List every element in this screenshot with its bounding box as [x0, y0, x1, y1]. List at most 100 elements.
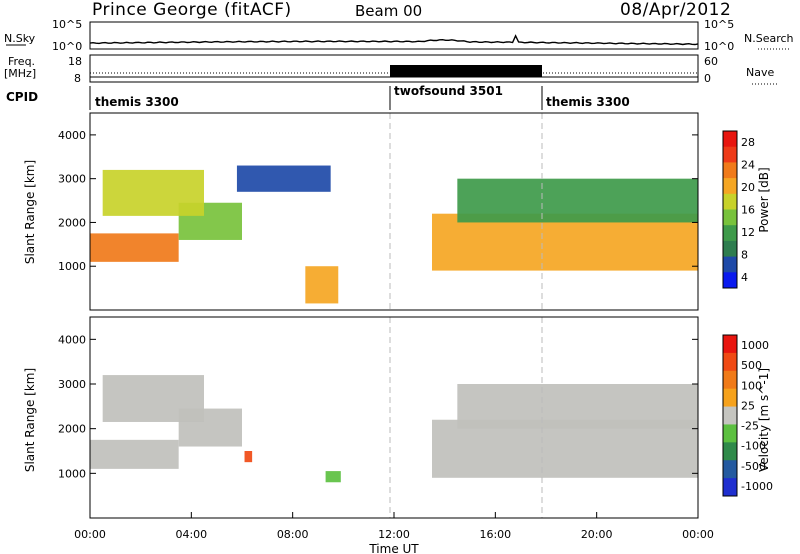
power-y-axis-label: Slant Range [km] — [23, 160, 37, 264]
heatmap-band — [457, 178, 698, 223]
colorbar-tick-label: 24 — [741, 159, 755, 172]
chart-title: Prince George (fitACF) — [92, 0, 292, 20]
noise-right-tick-top: 10^5 — [704, 18, 734, 31]
colorbar-tick-label: 16 — [741, 204, 755, 217]
colorbar-tick-label: 500 — [741, 359, 762, 372]
colorbar-swatch — [723, 256, 737, 273]
colorbar-swatch — [723, 424, 737, 443]
colorbar-tick-label: -100 — [741, 440, 766, 453]
power-y-axis: 1000 2000 3000 4000 — [58, 129, 698, 273]
y-tick-label: 4000 — [58, 333, 86, 346]
power-colorbar: 28 24 20 16 12 8 4 — [722, 130, 755, 289]
heatmap-band — [432, 419, 698, 478]
colorbar-swatch — [723, 178, 737, 195]
freq-tick-bottom: 8 — [74, 72, 81, 85]
y-tick-label: 2000 — [58, 423, 86, 436]
colorbar-tick-label: 8 — [741, 248, 748, 261]
colorbar-tick-label: 1000 — [741, 339, 769, 352]
colorbar-swatch — [723, 131, 737, 148]
velocity-y-axis: 1000 2000 3000 4000 — [58, 333, 698, 480]
colorbar-tick-label: 28 — [741, 136, 755, 149]
velocity-colorbar-label: Velocity [m s^-1] — [757, 368, 771, 472]
colorbar-frame — [722, 334, 738, 497]
twofsound-freq-block — [390, 65, 542, 77]
heatmap-band — [102, 169, 204, 216]
noise-right-tick-bottom: 10^0 — [704, 40, 734, 53]
colorbar-swatch — [723, 478, 737, 497]
colorbar-swatch — [723, 442, 737, 461]
noise-panel-frame — [89, 21, 699, 50]
colorbar-tick-label: 100 — [741, 379, 762, 392]
heatmap-band — [244, 451, 253, 463]
noise-left-label: N.Sky — [4, 32, 36, 45]
colorbar-swatch — [723, 460, 737, 479]
freq-label-line2: [MHz] — [4, 67, 36, 80]
x-tick-label: 20:00 — [581, 528, 613, 541]
power-bands — [90, 165, 698, 304]
heatmap-band — [432, 213, 698, 271]
y-tick-label: 2000 — [58, 216, 86, 229]
cpid-segment-label: themis 3300 — [546, 95, 630, 109]
beam-label: Beam 00 — [355, 2, 423, 20]
cpid-segment-label: themis 3300 — [95, 95, 179, 109]
power-colorbar-label: Power [dB] — [757, 167, 771, 232]
date-label: 08/Apr/2012 — [620, 0, 732, 20]
velocity-bands — [90, 375, 698, 483]
heatmap-band — [457, 384, 698, 429]
cpid-label: CPID — [6, 90, 38, 104]
colorbar-swatch — [723, 272, 737, 289]
x-tick-label: 00:00 — [682, 528, 714, 541]
y-tick-label: 4000 — [58, 129, 86, 142]
x-axis-label: Time UT — [368, 542, 419, 554]
freq-panel-frame — [89, 54, 699, 83]
heatmap-band — [305, 266, 339, 304]
colorbar-frame — [722, 130, 738, 289]
heatmap-band — [90, 439, 179, 469]
heatmap-band — [325, 471, 341, 483]
colorbar-swatch — [723, 225, 737, 242]
freq-tick-top: 18 — [68, 55, 82, 68]
x-tick-label: 08:00 — [277, 528, 309, 541]
nave-label: Nave — [746, 66, 774, 79]
colorbar-swatch — [723, 240, 737, 258]
x-tick-label: 16:00 — [479, 528, 511, 541]
x-tick-label: 00:00 — [74, 528, 106, 541]
colorbar-swatch — [723, 162, 737, 179]
y-tick-label: 1000 — [58, 260, 86, 273]
velocity-colorbar: 1000 500 100 25 -25 -100 -500 -1000 — [722, 334, 773, 497]
colorbar-swatch — [723, 209, 737, 226]
time-x-axis: 00:00 04:00 08:00 12:00 16:00 20:00 00:00 — [74, 512, 714, 541]
freq-label-line1: Freq. — [8, 55, 35, 68]
heatmap-band — [102, 375, 204, 422]
colorbar-swatch — [723, 335, 737, 354]
colorbar-swatch — [723, 146, 737, 163]
colorbar-tick-label: -25 — [741, 420, 759, 433]
colorbar-tick-label: -1000 — [741, 480, 773, 493]
power-panel: 1000 2000 3000 4000 Slant Range [km] 28 24 20… — [23, 112, 771, 311]
x-tick-label: 12:00 — [378, 528, 410, 541]
heatmap-band — [90, 233, 179, 262]
colorbar-tick-label: 4 — [741, 271, 748, 284]
nave-tick-top: 60 — [704, 55, 718, 68]
colorbar-swatch — [723, 193, 737, 210]
noise-right-label: N.Search — [744, 32, 794, 45]
colorbar-swatch — [723, 406, 737, 425]
freq-panel: Freq. [MHz] 18 8 60 0 Nave — [4, 54, 778, 85]
x-tick-label: 04:00 — [175, 528, 207, 541]
power-panel-frame — [89, 112, 699, 311]
heatmap-band — [236, 165, 331, 192]
noise-left-tick-bottom: 10^0 — [52, 40, 82, 53]
noise-left-tick-top: 10^5 — [52, 18, 82, 31]
colorbar-tick-label: 12 — [741, 226, 755, 239]
colorbar-tick-label: 25 — [741, 399, 755, 412]
y-tick-label: 1000 — [58, 467, 86, 480]
colorbar-tick-label: 20 — [741, 181, 755, 194]
nave-tick-bottom: 0 — [704, 72, 711, 85]
colorbar-swatch — [723, 370, 737, 390]
cpid-segment-label: twofsound 3501 — [394, 84, 503, 98]
colorbar-swatch — [723, 388, 737, 408]
y-tick-label: 3000 — [58, 173, 86, 186]
noise-panel: N.Sky 10^5 10^0 10^5 10^0 N.Search — [4, 18, 794, 53]
